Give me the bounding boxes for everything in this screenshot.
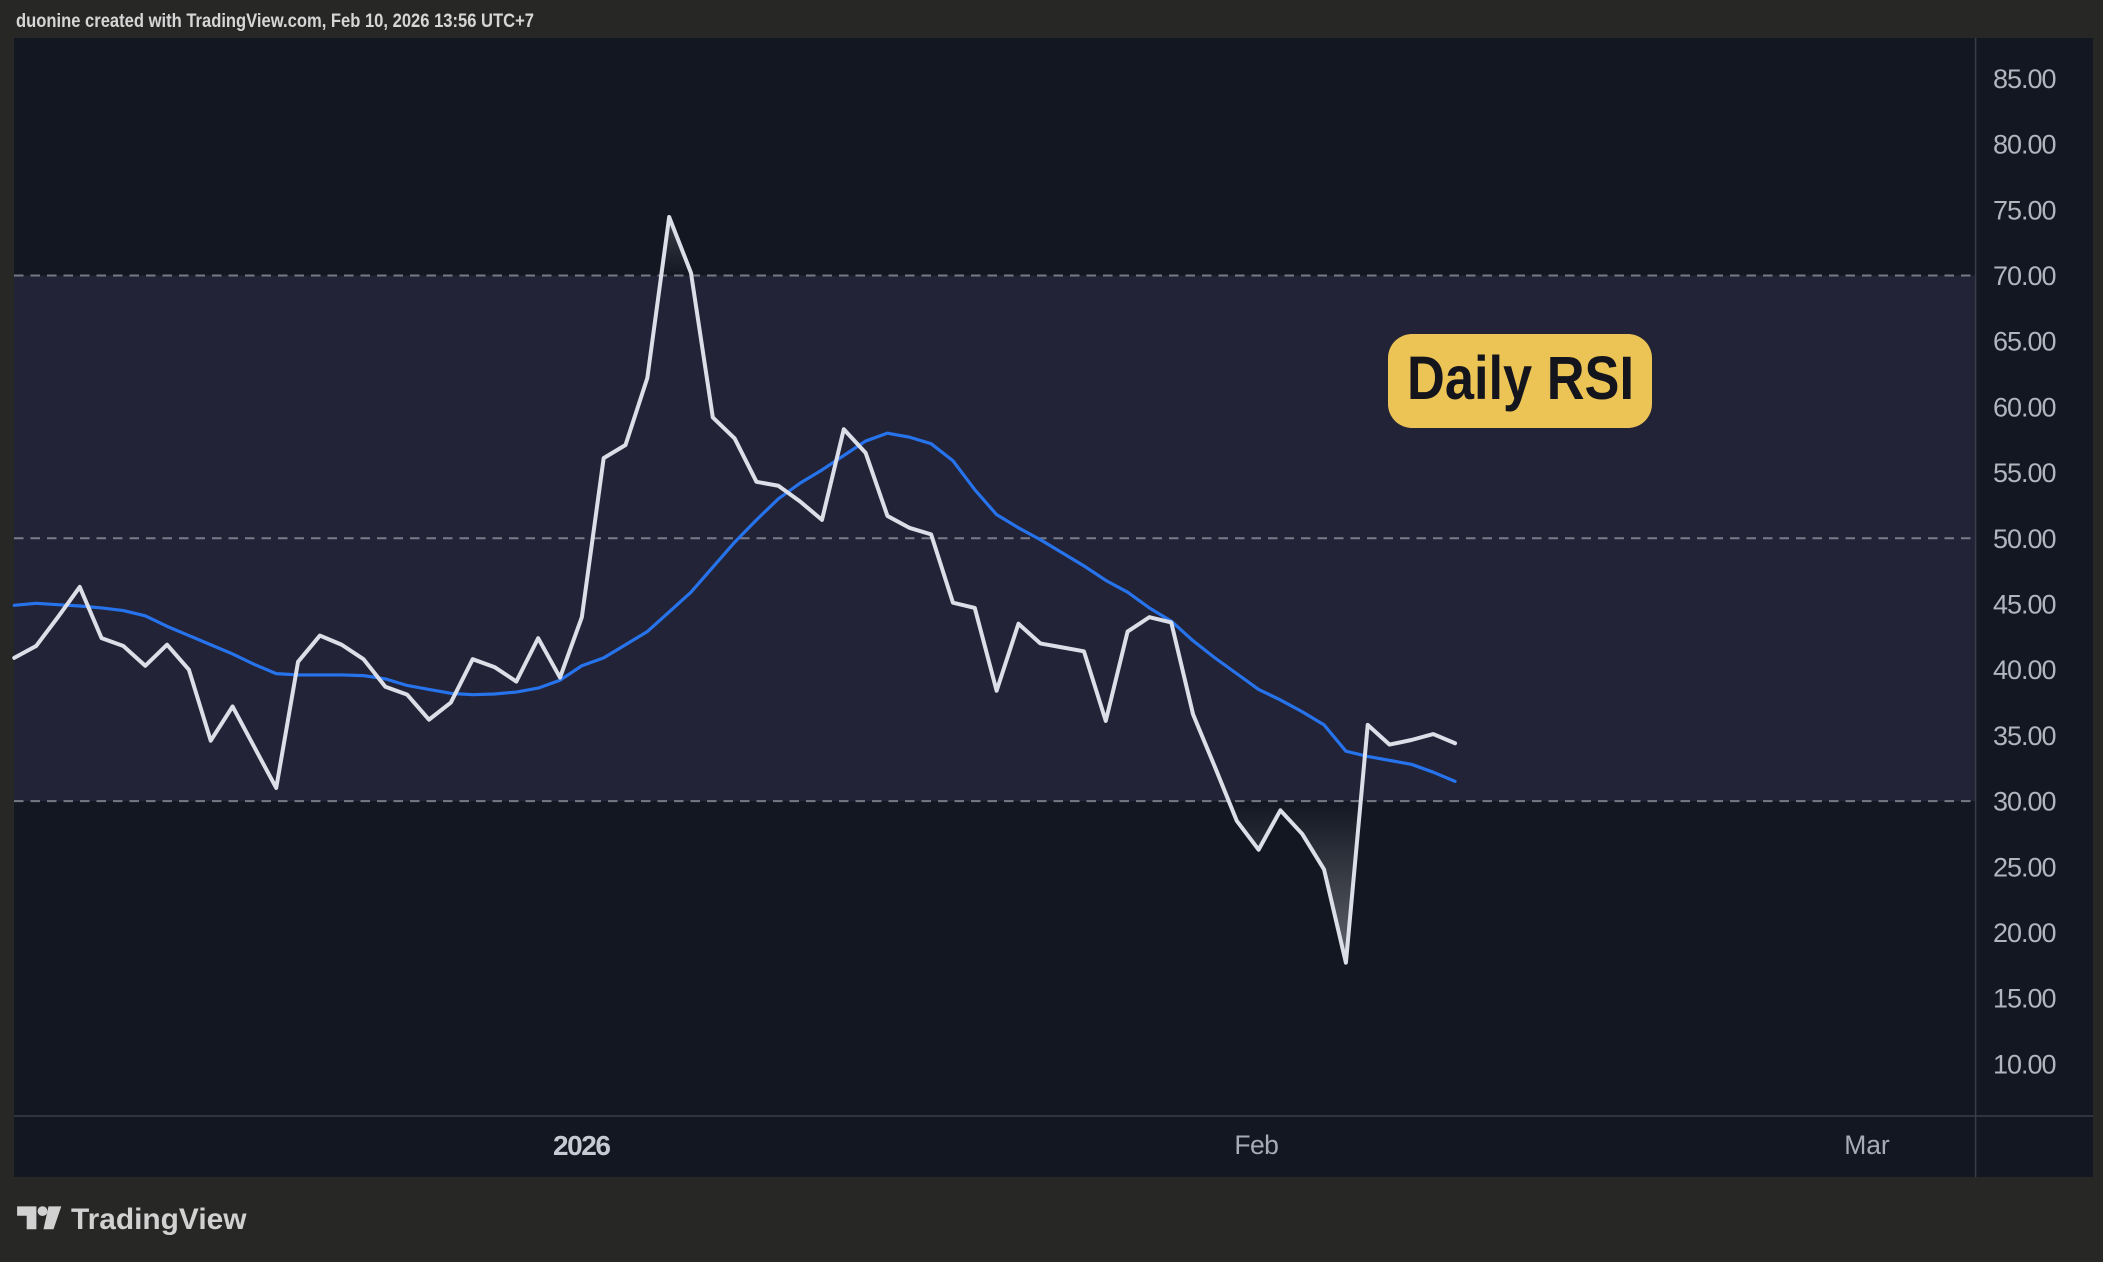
svg-text:60.00: 60.00 bbox=[1993, 392, 2057, 422]
svg-text:70.00: 70.00 bbox=[1993, 261, 2057, 291]
svg-text:TradingView: TradingView bbox=[71, 1203, 247, 1236]
svg-text:40.00: 40.00 bbox=[1993, 655, 2057, 685]
svg-text:10.00: 10.00 bbox=[1993, 1049, 2057, 1079]
svg-text:50.00: 50.00 bbox=[1993, 524, 2057, 554]
svg-text:65.00: 65.00 bbox=[1993, 327, 2057, 357]
svg-text:55.00: 55.00 bbox=[1993, 458, 2057, 488]
svg-text:35.00: 35.00 bbox=[1993, 721, 2057, 751]
svg-text:Mar: Mar bbox=[1844, 1130, 1890, 1160]
svg-text:duonine created with TradingVi: duonine created with TradingView.com, Fe… bbox=[16, 10, 534, 32]
svg-text:15.00: 15.00 bbox=[1993, 984, 2057, 1014]
svg-text:2026: 2026 bbox=[553, 1130, 611, 1161]
svg-text:25.00: 25.00 bbox=[1993, 852, 2057, 882]
svg-text:85.00: 85.00 bbox=[1993, 64, 2057, 94]
svg-text:80.00: 80.00 bbox=[1993, 130, 2057, 160]
svg-text:Daily RSI: Daily RSI bbox=[1407, 344, 1634, 412]
svg-text:75.00: 75.00 bbox=[1993, 195, 2057, 225]
svg-text:20.00: 20.00 bbox=[1993, 918, 2057, 948]
svg-text:Feb: Feb bbox=[1234, 1130, 1279, 1160]
svg-text:30.00: 30.00 bbox=[1993, 787, 2057, 817]
svg-text:45.00: 45.00 bbox=[1993, 590, 2057, 620]
